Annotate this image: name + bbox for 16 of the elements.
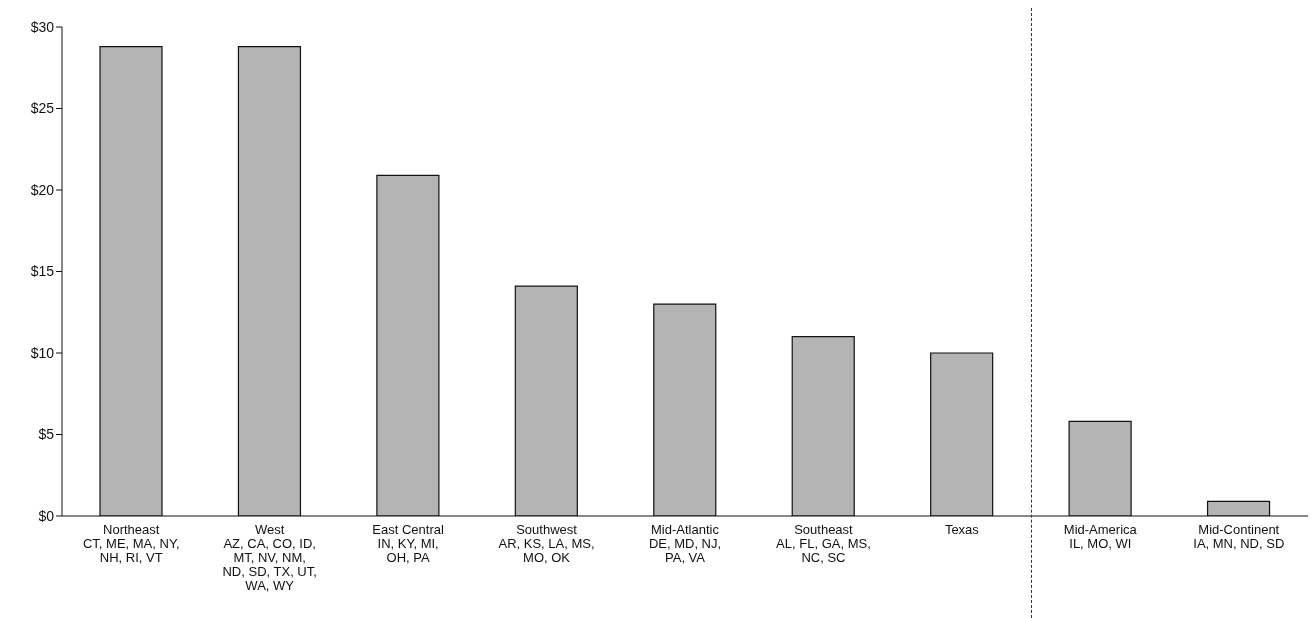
x-tick-label: Southwest AR, KS, LA, MS, MO, OK — [498, 522, 595, 565]
y-tick-label: $20 — [30, 181, 55, 198]
y-tick-label: $0 — [38, 507, 55, 524]
x-tick-label: Mid-Continent IA, MN, ND, SD — [1193, 522, 1285, 551]
y-tick-label: $30 — [30, 18, 55, 35]
x-tick-label: Mid-Atlantic DE, MD, NJ, PA, VA — [648, 522, 722, 565]
x-tick-label: Northeast CT, ME, MA, NY, NH, RI, VT — [82, 522, 180, 565]
y-tick-label: $15 — [30, 263, 55, 280]
y-tick-label: $5 — [38, 426, 55, 443]
x-tick-label: Mid-America IL, MO, WI — [1063, 522, 1138, 551]
x-tick-label: Southeast AL, FL, GA, MS, NC, SC — [776, 522, 871, 565]
x-tick-label: West AZ, CA, CO, ID, MT, NV, NM, ND, SD, TX, UT, WA, WY — [222, 522, 317, 593]
x-tick-label: East Central IN, KY, MI, OH, PA — [372, 522, 444, 565]
y-tick-label: $25 — [30, 100, 55, 117]
y-tick-label: $10 — [30, 344, 55, 361]
x-tick-label: Texas — [944, 522, 980, 537]
